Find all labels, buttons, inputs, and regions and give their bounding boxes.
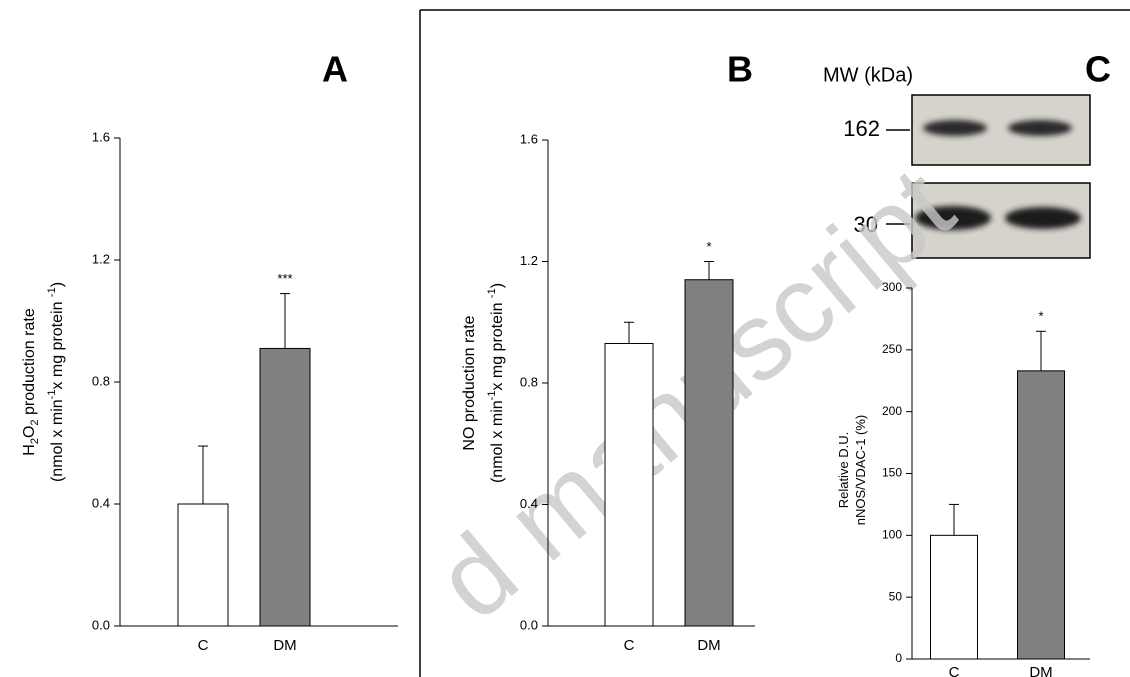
y-tick-label: 200	[882, 404, 902, 418]
y-axis-label-part: production rate	[21, 308, 38, 419]
y-tick-label: 300	[882, 280, 902, 294]
bar	[685, 280, 733, 626]
y-tick-label: 0.8	[520, 374, 538, 389]
significance: ***	[277, 271, 292, 286]
panel-label: C	[1085, 49, 1111, 90]
y-axis-label: Relative D.U.	[836, 432, 851, 509]
y-axis-label-part: x mg protein	[489, 298, 506, 390]
y-axis-label: NO production rate	[461, 315, 478, 450]
x-tick-label: DM	[273, 637, 296, 654]
y-tick-label: 0.0	[92, 617, 110, 632]
panel-label: A	[322, 49, 348, 90]
x-tick-label: C	[624, 637, 635, 654]
figure: MW (kDa) 162 30 d manuscript 0.00.40.81.…	[0, 0, 1130, 677]
y-axis-label-part: NO production rate	[461, 315, 478, 450]
y-axis-label: H2O2 production rate	[21, 308, 41, 456]
y-axis-label-part: Relative D.U.	[836, 432, 851, 509]
y-tick-label: 1.6	[520, 131, 538, 146]
y-axis-label: (nmol x min-1x mg protein -1)	[46, 282, 66, 482]
bar	[260, 348, 310, 626]
y-tick-label: 1.6	[92, 129, 110, 144]
marker-label: 162	[843, 116, 880, 141]
y-axis-label-part: -1	[486, 288, 498, 298]
y-axis-label-part: H	[21, 444, 38, 456]
y-tick-label: 50	[889, 589, 903, 603]
x-tick-label: DM	[1029, 664, 1052, 677]
y-tick-label: 0.0	[520, 617, 538, 632]
blot-band	[923, 120, 987, 136]
bar	[1018, 371, 1065, 659]
x-tick-label: DM	[697, 637, 720, 654]
y-axis-label-part: -1	[46, 390, 58, 400]
y-axis-label-part: (nmol x min	[489, 400, 506, 483]
panel-label: B	[727, 49, 753, 90]
y-axis-label-part: (nmol x min	[49, 399, 66, 482]
y-tick-label: 150	[882, 466, 902, 480]
x-tick-label: C	[198, 637, 209, 654]
y-tick-label: 0.8	[92, 373, 110, 388]
significance: *	[1038, 309, 1043, 324]
bar	[178, 504, 228, 626]
bar	[931, 535, 978, 659]
blot-title: MW (kDa)	[823, 64, 913, 86]
y-axis-label: (nmol x min-1x mg protein -1)	[486, 283, 506, 483]
y-tick-label: 250	[882, 342, 902, 356]
y-tick-label: 1.2	[520, 253, 538, 268]
significance: *	[706, 239, 711, 254]
y-axis-label-part: -1	[486, 391, 498, 401]
y-tick-label: 0.4	[92, 495, 110, 510]
y-tick-label: 100	[882, 528, 902, 542]
y-axis-label-part: )	[489, 283, 506, 288]
y-tick-label: 0.4	[520, 496, 538, 511]
y-axis-label-part: x mg protein	[49, 297, 66, 389]
blot-band	[1008, 120, 1072, 136]
bar	[605, 344, 653, 626]
y-axis-label-part: )	[49, 282, 66, 287]
y-axis-label-part: -1	[46, 287, 58, 297]
y-axis-label: nNOS/VDAC-1 (%)	[853, 415, 868, 526]
blot-band	[1005, 207, 1081, 229]
y-tick-label: 0	[895, 651, 902, 665]
y-tick-label: 1.2	[92, 251, 110, 266]
y-axis-label-part: nNOS/VDAC-1 (%)	[853, 415, 868, 526]
y-axis-label-part: O	[21, 426, 38, 438]
x-tick-label: C	[949, 664, 960, 677]
